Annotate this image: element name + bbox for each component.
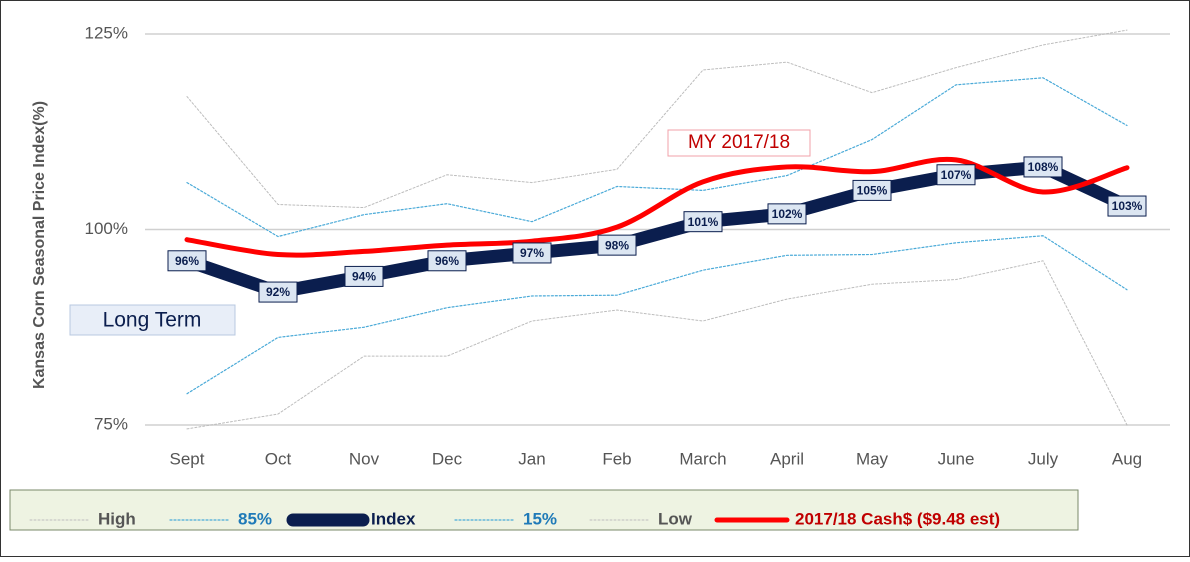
legend-label: Low bbox=[658, 509, 693, 528]
x-tick-label: Sept bbox=[170, 449, 205, 468]
annotation: MY 2017/18 bbox=[688, 132, 790, 153]
y-tick-label: 75% bbox=[94, 414, 128, 433]
x-tick-label: Feb bbox=[602, 449, 631, 468]
data-label-box bbox=[683, 211, 723, 233]
data-label: 96% bbox=[435, 254, 459, 268]
data-label-box bbox=[1107, 195, 1147, 217]
y-tick-label: 100% bbox=[85, 219, 128, 238]
data-label-box bbox=[427, 250, 467, 272]
data-label-box bbox=[344, 265, 384, 287]
y-axis-title: Kansas Corn Seasonal Price Index(%) bbox=[31, 101, 48, 389]
x-tick-label: May bbox=[856, 449, 889, 468]
x-tick-label: April bbox=[770, 449, 804, 468]
series-line bbox=[186, 77, 1128, 238]
legend-items: High 85% Index 15% Low 2017/18 Cash$ ($9.48 e… bbox=[29, 509, 1000, 528]
data-label-box bbox=[936, 164, 976, 186]
x-tick-label: July bbox=[1028, 449, 1059, 468]
series-line bbox=[186, 260, 1128, 430]
data-label-box bbox=[167, 250, 207, 272]
series-line bbox=[186, 29, 1128, 209]
data-label: 108% bbox=[1028, 160, 1059, 174]
annotation-box bbox=[667, 129, 811, 157]
x-tick-label: Nov bbox=[349, 449, 380, 468]
data-label: 102% bbox=[772, 207, 803, 221]
y-tick-label: 125% bbox=[85, 23, 128, 42]
legend-label: 85% bbox=[238, 509, 272, 528]
data-label-box bbox=[597, 234, 637, 256]
data-label-box bbox=[512, 242, 552, 264]
plot-area: 75% 100% 125% Sept Oct Nov Dec Jan Feb March April… bbox=[85, 23, 1170, 468]
data-label: 101% bbox=[688, 215, 719, 229]
data-label-box bbox=[767, 203, 807, 225]
data-label-box bbox=[852, 179, 892, 201]
data-label: 94% bbox=[352, 270, 376, 284]
legend-label: Index bbox=[371, 509, 416, 528]
data-label: 92% bbox=[266, 285, 290, 299]
x-tick-label: March bbox=[679, 449, 726, 468]
annotation-box bbox=[69, 304, 236, 336]
legend bbox=[9, 489, 1079, 531]
x-tick-label: Aug bbox=[1112, 449, 1142, 468]
data-label: 98% bbox=[605, 238, 629, 252]
x-tick-label: Jan bbox=[518, 449, 545, 468]
data-label-box bbox=[258, 281, 298, 303]
legend-label: High bbox=[98, 509, 136, 528]
x-tick-label: June bbox=[938, 449, 975, 468]
data-label: 105% bbox=[857, 184, 888, 198]
data-label: 103% bbox=[1112, 199, 1143, 213]
legend-label: 15% bbox=[523, 509, 557, 528]
data-label-box bbox=[1023, 156, 1063, 178]
data-label: 96% bbox=[175, 254, 199, 268]
series-line bbox=[184, 156, 1130, 258]
series-line bbox=[186, 235, 1128, 395]
legend-label: 2017/18 Cash$ ($9.48 est) bbox=[795, 509, 1000, 528]
data-label: 107% bbox=[941, 168, 972, 182]
x-tick-label: Dec bbox=[432, 449, 463, 468]
x-tick-label: Oct bbox=[265, 449, 292, 468]
annotation: Long Term bbox=[103, 309, 202, 332]
data-label: 97% bbox=[520, 246, 544, 260]
